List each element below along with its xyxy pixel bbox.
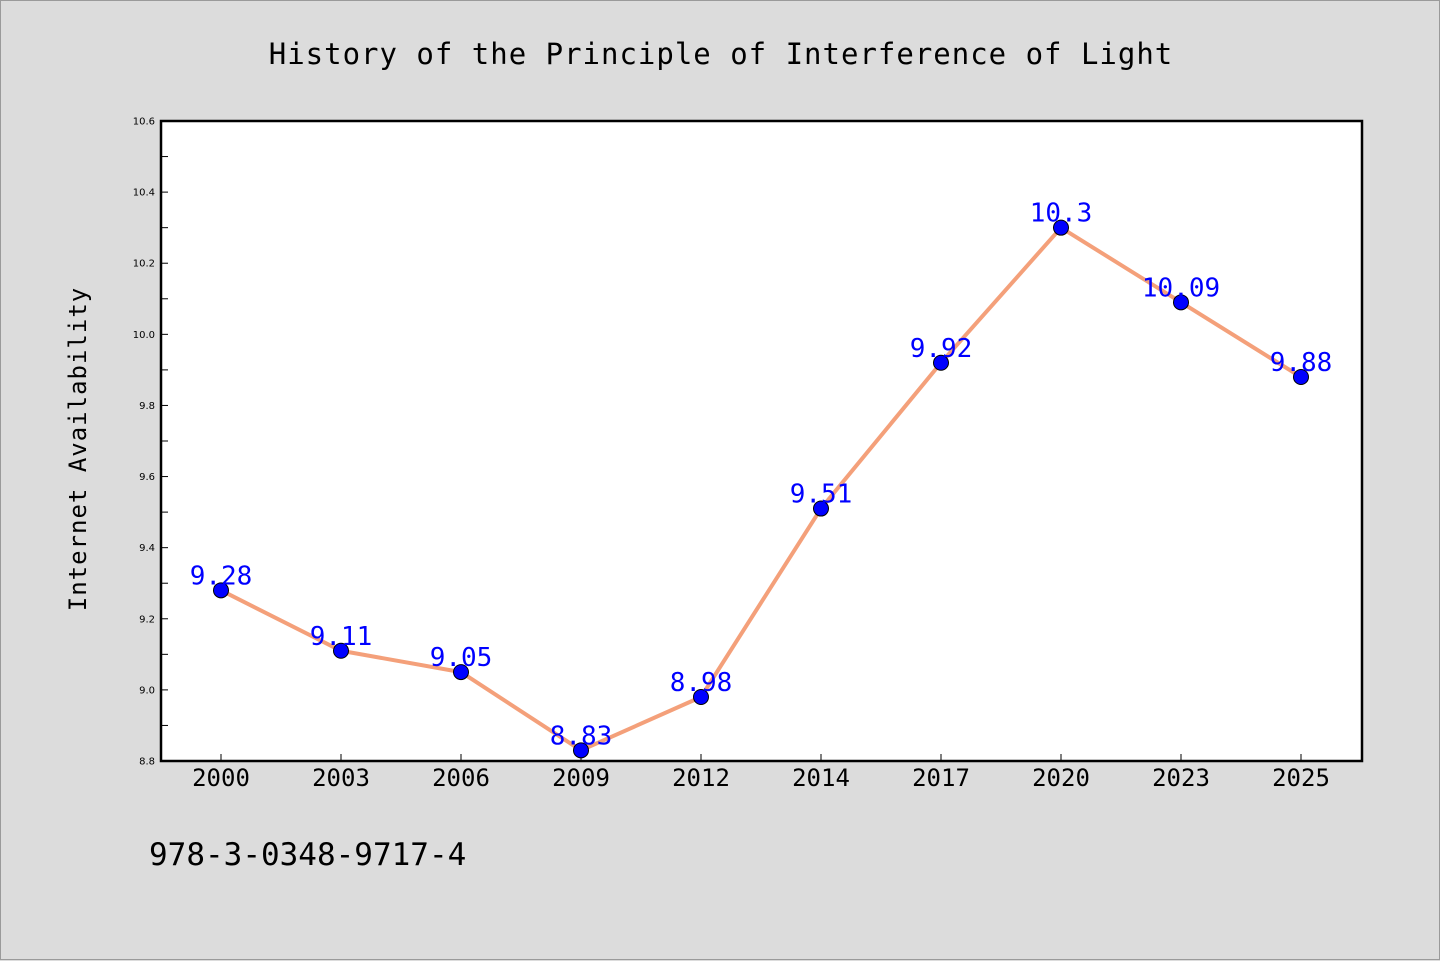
y-tick-label: 10.0: [133, 330, 155, 341]
y-tick-label: 10.2: [133, 259, 155, 270]
y-tick-label: 10.6: [133, 117, 155, 128]
y-tick-label: 9.0: [139, 685, 155, 696]
y-axis: 8.8 9.0 9.2 9.4 9.6 9.8 10.0 10.2 10.4 10.6: [133, 117, 168, 768]
data-point: [453, 664, 469, 681]
y-axis-label: Internet Availability: [64, 287, 92, 611]
data-point: [933, 354, 949, 371]
y-tick-label: 9.4: [139, 543, 155, 554]
footer-code: 978-3-0348-9717-4: [149, 837, 466, 873]
data-label: 9.28: [190, 561, 253, 591]
data-label: 9.05: [430, 643, 493, 673]
data-point: [1173, 294, 1189, 311]
data-point: [813, 500, 829, 517]
data-label: 9.88: [1270, 348, 1333, 378]
x-tick-label: 2020: [1032, 764, 1090, 792]
y-tick-label: 9.8: [139, 401, 155, 412]
x-tick-label: 2003: [312, 764, 370, 792]
x-tick-label: 2006: [432, 764, 490, 792]
data-point: [333, 642, 349, 659]
data-point: [693, 689, 709, 705]
data-label: 8.83: [550, 721, 613, 751]
data-point: [1293, 369, 1309, 385]
x-tick-label: 2017: [912, 764, 970, 792]
data-label: 9.51: [790, 480, 853, 510]
y-tick-label: 9.2: [139, 614, 155, 625]
y-tick-label: 9.6: [139, 472, 155, 483]
data-label: 8.98: [670, 668, 733, 698]
chart-title: History of the Principle of Interference…: [269, 37, 1174, 71]
y-tick-label: 10.4: [133, 188, 155, 199]
data-label: 10.09: [1142, 273, 1220, 303]
series-layer: 9.28 9.11 9.05 8.83 8.98 9.51 9.92 10.3 10.09 9.8…: [190, 199, 1333, 759]
x-axis: 2000 2003 2006 2009 2012 2014 2017 2020 2023 2025: [192, 754, 1330, 792]
data-label: 9.92: [910, 334, 973, 364]
data-point: [573, 742, 589, 759]
x-tick-label: 2000: [192, 764, 250, 792]
plot-area: [159, 119, 1364, 763]
data-label: 9.11: [310, 622, 373, 652]
data-point: [213, 582, 229, 599]
data-label: 10.3: [1030, 199, 1093, 229]
series-line: [219, 225, 1303, 753]
x-tick-label: 2014: [792, 764, 850, 792]
x-tick-label: 2009: [552, 764, 610, 792]
y-tick-label: 8.8: [139, 757, 155, 768]
x-tick-label: 2023: [1152, 764, 1210, 792]
x-tick-label: 2025: [1272, 764, 1330, 792]
data-point: [1053, 219, 1069, 236]
x-tick-label: 2012: [672, 764, 730, 792]
